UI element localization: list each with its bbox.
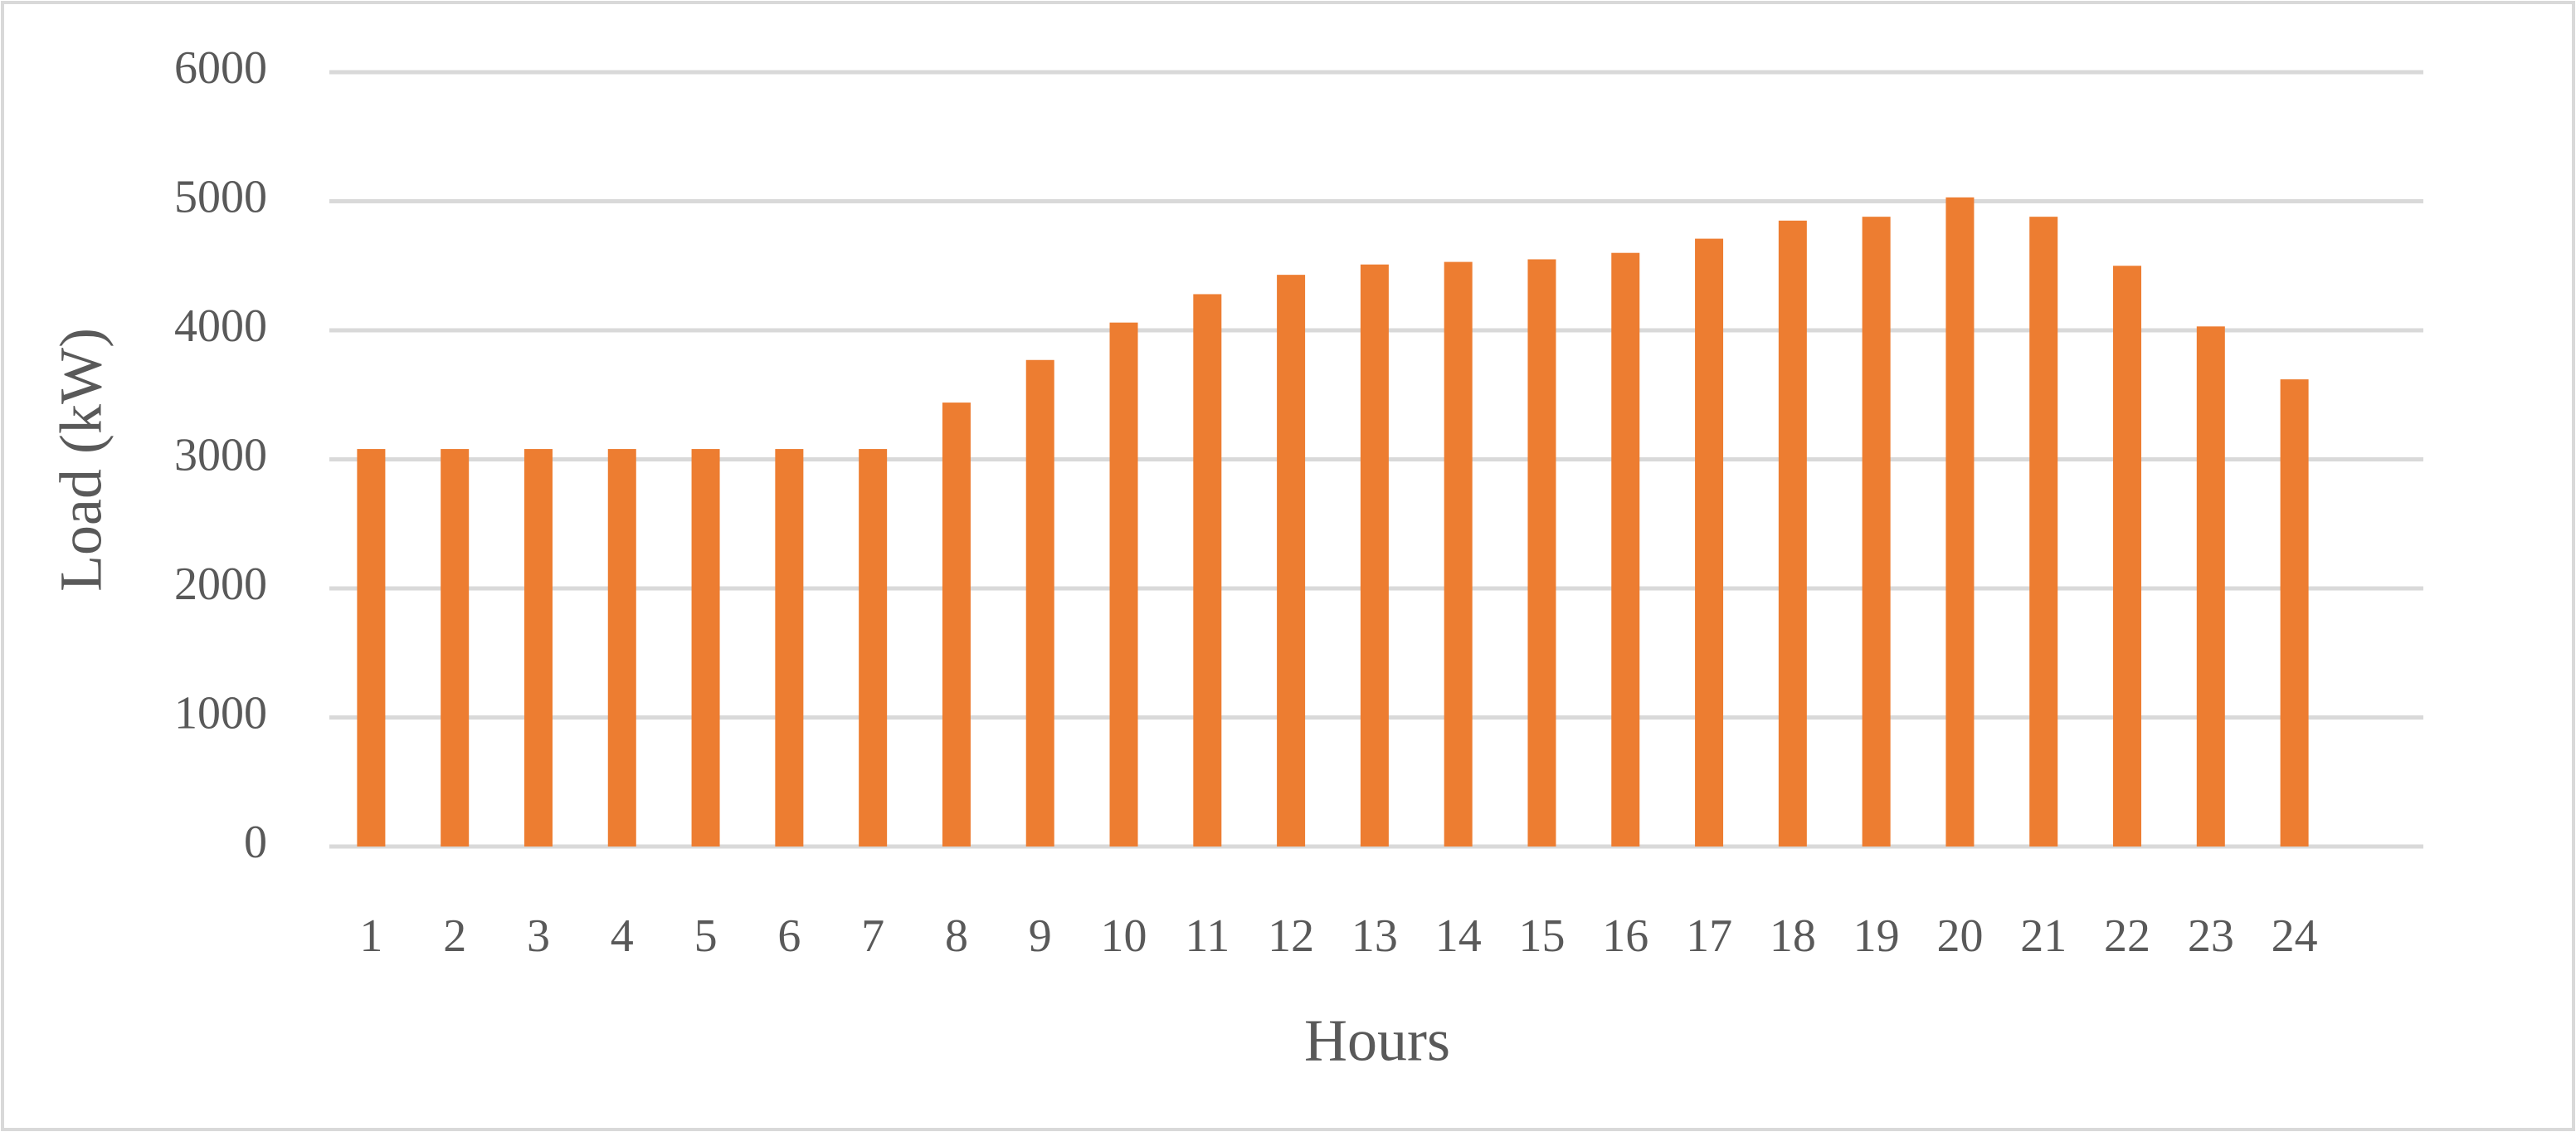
bar [775, 449, 804, 847]
bar [1109, 322, 1138, 847]
x-tick-label: 16 [1602, 910, 1648, 962]
bar [1277, 275, 1306, 847]
y-tick-label: 5000 [174, 171, 267, 222]
bar [1695, 238, 1724, 847]
x-tick-label: 5 [694, 910, 718, 962]
x-tick-label: 15 [1518, 910, 1565, 962]
x-tick-label: 8 [945, 910, 968, 962]
y-tick-label: 2000 [174, 559, 267, 610]
x-tick-label: 22 [2104, 910, 2150, 962]
bar [1611, 252, 1640, 847]
y-tick-label: 6000 [174, 42, 267, 94]
y-tick-label: 4000 [174, 300, 267, 352]
bar [441, 449, 470, 847]
x-tick-label: 6 [777, 910, 801, 962]
bar [942, 403, 971, 847]
x-tick-label: 13 [1351, 910, 1398, 962]
bar [1444, 261, 1473, 847]
x-tick-label: 23 [2188, 910, 2234, 962]
x-tick-label: 3 [527, 910, 550, 962]
y-axis-title: Load (kW) [48, 328, 114, 592]
x-tick-label: 12 [1268, 910, 1314, 962]
bar [691, 449, 720, 847]
x-tick-label: 1 [359, 910, 382, 962]
bar [357, 449, 386, 847]
y-tick-label: 3000 [174, 429, 267, 481]
bar [2196, 326, 2225, 847]
bar [1527, 259, 1556, 847]
x-tick-label: 9 [1029, 910, 1052, 962]
x-tick-label: 14 [1435, 910, 1482, 962]
bar [2113, 266, 2142, 847]
x-tick-label: 7 [861, 910, 884, 962]
bar [1862, 217, 1891, 847]
x-tick-label: 11 [1185, 910, 1230, 962]
x-axis-title: Hours [1304, 1008, 1450, 1074]
y-tick-label: 0 [244, 817, 267, 868]
bar [859, 449, 888, 847]
y-tick-label: 1000 [174, 687, 267, 739]
x-tick-label: 19 [1853, 910, 1900, 962]
bar [607, 449, 636, 847]
x-tick-label: 18 [1770, 910, 1816, 962]
x-tick-label: 21 [2020, 910, 2067, 962]
bar [523, 449, 553, 847]
bar [1193, 294, 1222, 847]
x-tick-label: 4 [611, 910, 634, 962]
bar [1945, 197, 1975, 847]
bar [1360, 264, 1389, 847]
x-tick-label: 17 [1686, 910, 1732, 962]
bar [1025, 359, 1054, 847]
x-tick-label: 20 [1936, 910, 1983, 962]
bar [2029, 217, 2058, 847]
x-tick-label: 10 [1101, 910, 1147, 962]
x-tick-label: 2 [443, 910, 466, 962]
bar [2280, 379, 2309, 847]
x-tick-label: 24 [2272, 910, 2318, 962]
bar [1778, 220, 1807, 847]
